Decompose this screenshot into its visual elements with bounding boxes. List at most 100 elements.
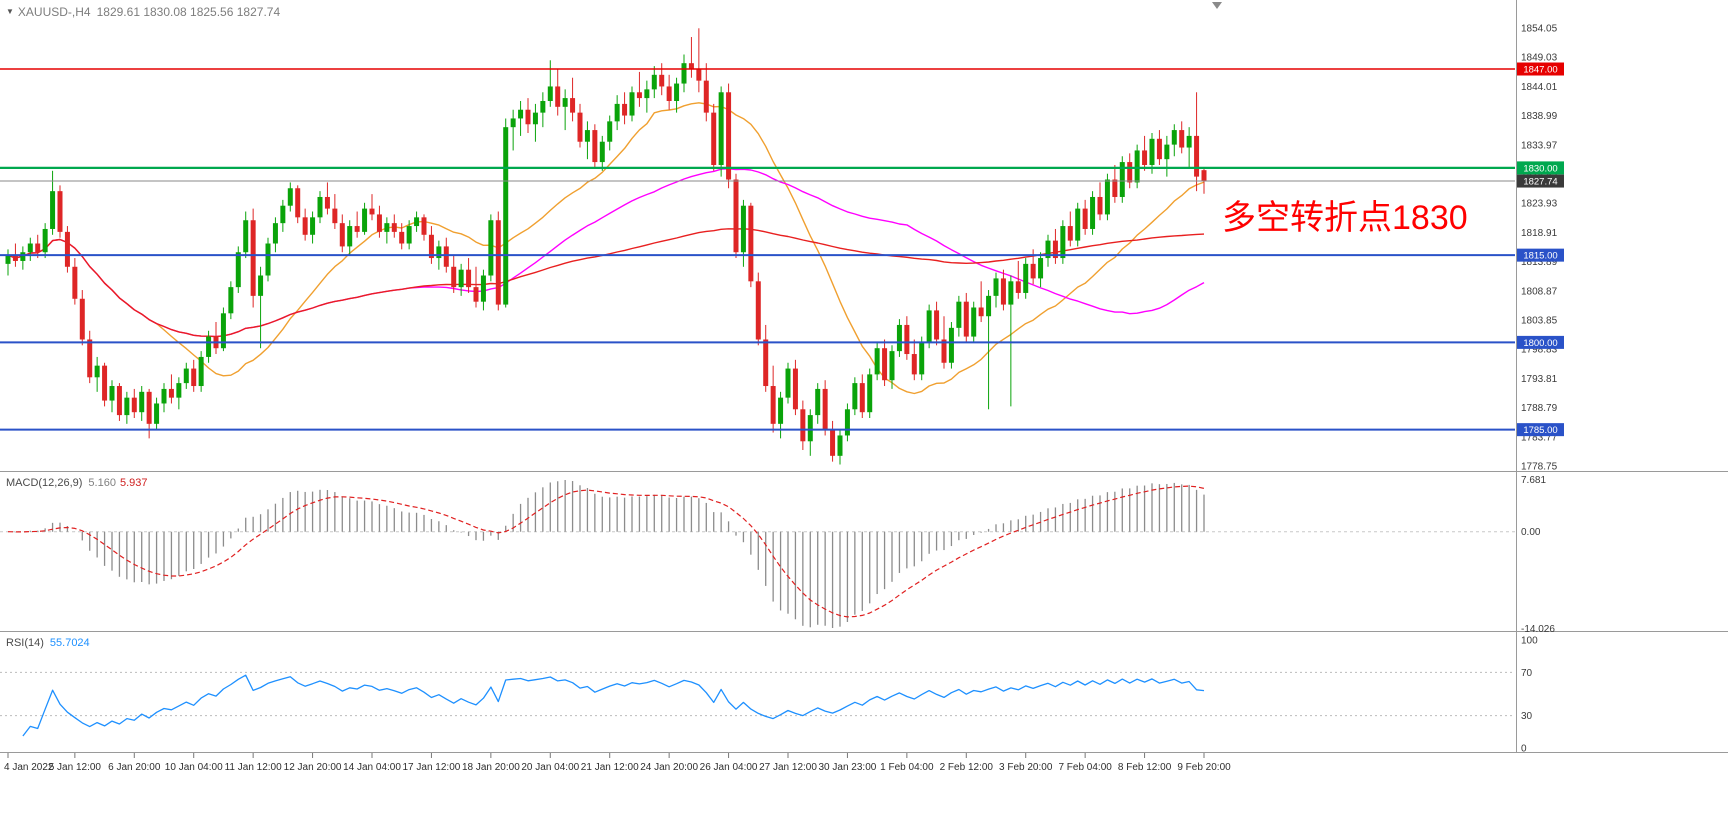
candle	[948, 327, 954, 363]
candle	[280, 205, 286, 224]
candle	[748, 205, 754, 282]
time-scale-label: 27 Jan 12:00	[759, 762, 817, 773]
time-scale-label: 2 Feb 12:00	[940, 762, 994, 773]
price-tag	[1517, 335, 1564, 349]
candle	[258, 275, 264, 296]
price-scale-label: 1788.79	[1521, 403, 1558, 414]
time-scale-label: 3 Feb 20:00	[999, 762, 1053, 773]
candle	[480, 275, 486, 302]
candle	[785, 368, 791, 398]
rsi-scale-label: 30	[1521, 711, 1533, 722]
candle	[79, 298, 85, 340]
candle	[889, 351, 895, 381]
price-scale: 1854.051849.031844.011838.991833.971828.…	[1521, 24, 1558, 473]
time-scale-label: 6 Jan 20:00	[108, 762, 161, 773]
macd-panel: 7.681 0.00 -14.026	[0, 475, 1555, 635]
candle	[919, 342, 925, 375]
price-tag-label: 1830.00	[1523, 163, 1557, 174]
candle	[644, 89, 650, 99]
candle	[1060, 226, 1066, 259]
candle	[592, 130, 598, 163]
rsi-scale-label: 0	[1521, 744, 1527, 755]
price-tag	[1517, 62, 1564, 76]
candle	[778, 397, 784, 424]
candle	[941, 339, 947, 363]
ma-orange-line	[7, 102, 1205, 395]
time-scale-label: 20 Jan 04:00	[521, 762, 579, 773]
candle	[1082, 208, 1088, 229]
candle	[436, 246, 442, 259]
time-scale-label: 11 Jan 12:00	[225, 762, 283, 773]
candle	[837, 435, 843, 456]
candle	[27, 243, 33, 253]
candle	[1119, 162, 1125, 197]
ohlc-toggle-icon[interactable]: ▼	[6, 7, 14, 16]
candle	[711, 112, 717, 165]
candle	[332, 208, 338, 224]
candle	[458, 269, 464, 288]
time-scale-label: 7 Feb 04:00	[1058, 762, 1112, 773]
candle	[161, 388, 167, 404]
candle	[792, 368, 798, 410]
candle	[993, 278, 999, 296]
candle	[822, 388, 828, 430]
candle	[295, 188, 301, 218]
candle	[12, 255, 18, 261]
candle	[867, 374, 873, 413]
candle	[963, 301, 969, 337]
candle	[146, 391, 152, 424]
candle	[1142, 150, 1148, 165]
price-tag-label: 1815.00	[1523, 251, 1557, 262]
rsi-scale-label: 70	[1521, 668, 1533, 679]
candle	[1201, 170, 1207, 182]
macd-name: MACD(12,26,9)	[6, 477, 83, 489]
candle	[1015, 281, 1021, 293]
candle	[800, 409, 806, 442]
candle	[183, 368, 189, 384]
candle	[124, 397, 130, 416]
price-tag-label: 1800.00	[1523, 338, 1557, 349]
symbol-title: XAUUSD-,H4	[17, 5, 91, 19]
price-scale-label: 1823.93	[1521, 199, 1558, 210]
price-scale-label: 1783.77	[1521, 432, 1558, 443]
chart-shift-marker-icon[interactable]	[1212, 2, 1222, 9]
candle	[176, 383, 182, 398]
candle	[1134, 150, 1140, 183]
price-scale-label: 1838.99	[1521, 111, 1558, 122]
candle	[72, 266, 78, 299]
candle	[703, 80, 709, 113]
candle	[763, 339, 769, 387]
time-scale-label: 10 Jan 04:00	[165, 762, 223, 773]
candle	[1112, 179, 1118, 197]
time-scale-label: 8 Feb 12:00	[1118, 762, 1172, 773]
candle	[1030, 263, 1036, 279]
time-scale-label: 12 Jan 20:00	[284, 762, 342, 773]
price-scale-label: 1798.83	[1521, 345, 1558, 356]
candle	[317, 196, 323, 218]
candle	[622, 103, 628, 116]
candle	[577, 112, 583, 142]
candle	[844, 409, 850, 436]
symbol-info-bar: ▼ XAUUSD-,H4 1829.61 1830.08 1825.56 1827.…	[6, 5, 280, 19]
candle	[1067, 226, 1073, 241]
candle	[540, 101, 546, 113]
candle	[1075, 208, 1081, 241]
candle	[740, 205, 746, 253]
candle	[926, 310, 932, 343]
price-tag-label: 1847.00	[1523, 65, 1557, 76]
candle	[1090, 196, 1096, 229]
rsi-indicator-label: RSI(14) 55.7024	[6, 637, 90, 649]
candle	[94, 365, 100, 378]
candle	[64, 231, 70, 267]
candle	[770, 386, 776, 424]
time-scale-label: 5 Jan 12:00	[49, 762, 102, 773]
time-scale-label: 4 Jan 2022	[4, 762, 54, 773]
candle	[235, 252, 241, 288]
candle	[1164, 144, 1170, 160]
panel-separators	[0, 0, 1728, 753]
candle	[874, 348, 880, 375]
macd-scale-label: 7.681	[1521, 475, 1546, 486]
price-annotation: 多空转折点1830	[1222, 199, 1468, 237]
candle	[35, 243, 41, 253]
